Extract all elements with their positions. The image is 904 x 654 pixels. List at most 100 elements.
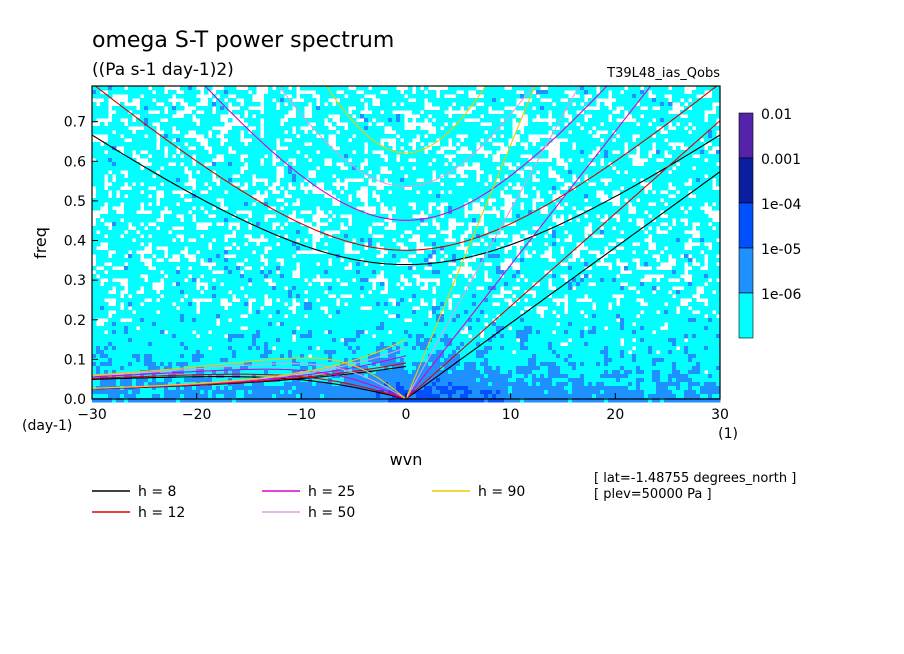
power-cell	[108, 258, 113, 263]
power-cell	[416, 202, 421, 207]
power-cell	[392, 258, 397, 263]
power-cell	[308, 242, 313, 247]
power-cell	[420, 150, 425, 155]
power-cell	[252, 226, 257, 231]
power-cell	[684, 134, 689, 139]
power-cell	[400, 182, 405, 187]
power-cell	[300, 190, 305, 195]
power-cell	[372, 242, 377, 247]
power-cell	[300, 170, 305, 175]
power-cell	[120, 142, 125, 147]
power-cell	[432, 138, 437, 143]
power-cell	[596, 218, 601, 223]
power-cell	[112, 114, 117, 119]
power-cell	[576, 226, 581, 231]
power-cell	[560, 254, 565, 259]
power-cell	[640, 166, 645, 171]
power-cell	[140, 230, 145, 235]
power-cell	[424, 166, 429, 171]
power-cell	[536, 246, 541, 251]
power-cell	[456, 102, 461, 107]
power-cell	[284, 98, 289, 103]
power-cell	[220, 150, 225, 155]
power-cell	[312, 258, 317, 263]
power-cell	[108, 186, 113, 191]
power-cell	[628, 90, 633, 95]
power-cell	[476, 98, 481, 103]
power-cell	[508, 94, 513, 99]
power-cell	[376, 218, 381, 223]
power-cell	[172, 222, 177, 227]
power-cell	[672, 178, 677, 183]
power-cell	[372, 254, 377, 259]
power-cell	[608, 122, 613, 127]
power-cell	[116, 234, 121, 239]
power-cell	[144, 190, 149, 195]
power-cell	[712, 122, 717, 127]
power-cell	[212, 250, 217, 255]
power-cell	[576, 194, 581, 199]
power-cell	[236, 254, 241, 259]
power-cell	[592, 158, 597, 163]
power-cell	[700, 186, 705, 191]
power-cell	[700, 246, 705, 251]
power-cell	[376, 90, 381, 95]
power-cell	[476, 194, 481, 199]
power-cell	[236, 234, 241, 239]
power-cell	[508, 158, 513, 163]
power-cell	[684, 106, 689, 111]
power-cell	[596, 142, 601, 147]
power-cell	[604, 94, 609, 99]
power-cell	[104, 126, 109, 131]
power-cell	[292, 234, 297, 239]
power-cell	[396, 122, 401, 127]
power-cell	[648, 142, 653, 147]
power-cell	[460, 210, 465, 215]
power-cell	[392, 122, 397, 127]
power-cell	[624, 98, 629, 103]
power-cell	[572, 110, 577, 115]
power-cell	[396, 178, 401, 183]
power-cell	[220, 178, 225, 183]
power-cell	[132, 250, 137, 255]
power-cell	[708, 106, 713, 111]
power-cell	[304, 258, 309, 263]
power-cell	[92, 166, 97, 171]
power-cell	[204, 258, 209, 263]
power-cell	[172, 90, 177, 95]
power-cell	[532, 218, 537, 223]
power-cell	[680, 190, 685, 195]
power-cell	[552, 114, 557, 119]
power-cell	[216, 250, 221, 255]
power-cell	[308, 138, 313, 143]
power-cell	[236, 154, 241, 159]
power-cell	[112, 154, 117, 159]
power-cell	[644, 226, 649, 231]
power-cell	[376, 262, 381, 267]
power-cell	[428, 154, 433, 159]
power-cell	[632, 114, 637, 119]
power-cell	[612, 254, 617, 259]
power-cell	[140, 226, 145, 231]
power-cell	[320, 154, 325, 159]
power-cell	[136, 218, 141, 223]
power-cell	[260, 190, 265, 195]
power-cell	[392, 246, 397, 251]
power-cell	[428, 138, 433, 143]
power-cell	[220, 238, 225, 243]
power-cell	[444, 250, 449, 255]
power-cell	[148, 114, 153, 119]
power-cell	[676, 250, 681, 255]
power-cell	[452, 134, 457, 139]
power-cell	[200, 250, 205, 255]
power-cell	[636, 194, 641, 199]
power-cell	[444, 98, 449, 103]
power-cell	[460, 130, 465, 135]
power-cell	[352, 210, 357, 215]
power-cell	[604, 234, 609, 239]
power-cell	[360, 214, 365, 219]
power-cell	[584, 262, 589, 267]
power-cell	[304, 174, 309, 179]
power-cell	[324, 254, 329, 259]
power-cell	[356, 166, 361, 171]
